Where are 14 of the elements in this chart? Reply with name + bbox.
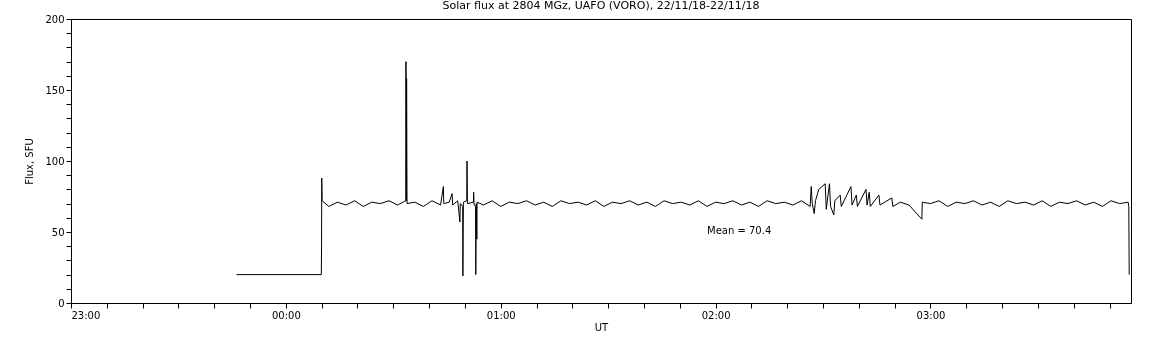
chart-title: Solar flux at 2804 MGz, UAFO (VORO), 22/11/18-22/11/18 [442,0,760,12]
y-tick-label: 100 [45,155,65,167]
x-tick-label: 00:00 [271,309,301,321]
y-tick-label: 0 [58,297,65,309]
y-tick-label: 50 [51,226,65,238]
x-tick-label: 02:00 [701,309,731,321]
x-tick-label: 01:00 [486,309,516,321]
y-tick-label: 200 [45,13,65,25]
x-tick-label: 03:00 [916,309,946,321]
x-tick-label: 23:00 [71,309,101,321]
y-axis-title: Flux, SFU [24,138,36,185]
y-tick-label: 150 [45,84,65,96]
x-axis-title: UT [594,321,610,333]
annotation: Mean = 70.4 [707,224,772,236]
